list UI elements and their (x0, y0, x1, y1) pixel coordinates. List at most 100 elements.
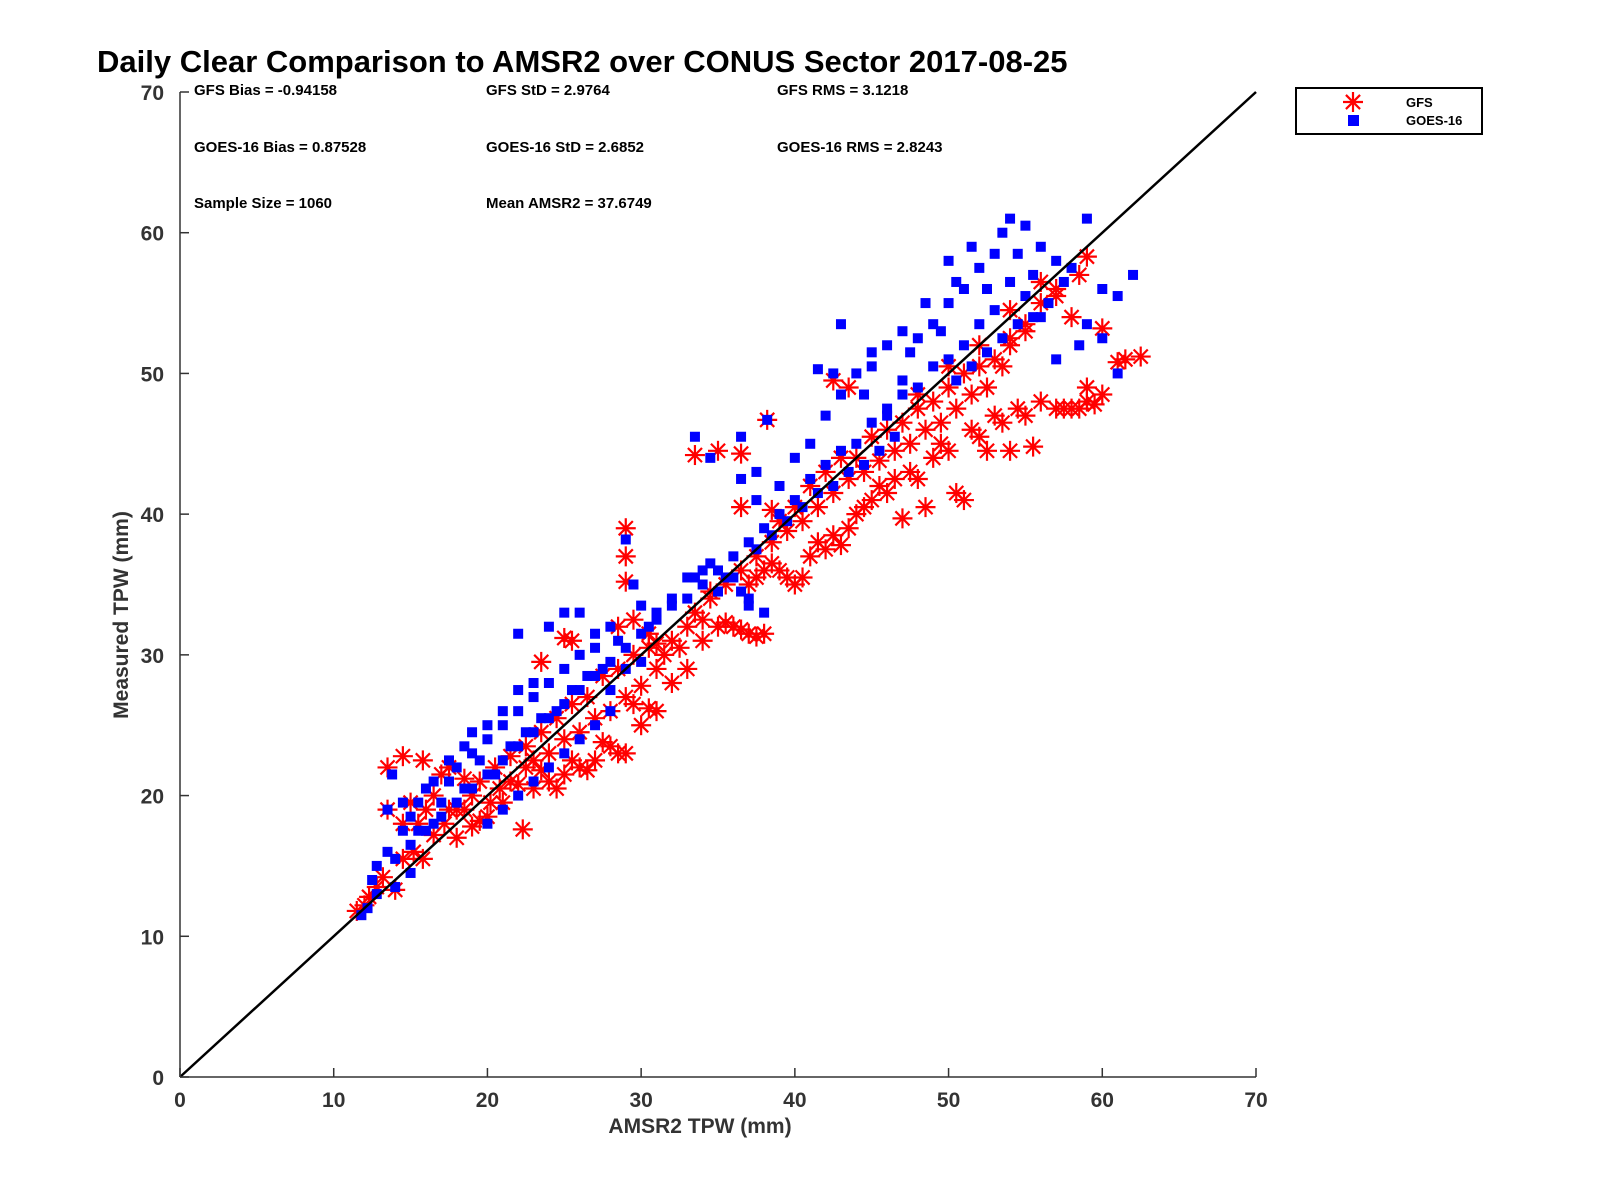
goes16-point (528, 678, 539, 688)
gfs-point (554, 764, 575, 785)
legend-goes-label: GOES-16 (1406, 113, 1462, 128)
goes16-point (928, 319, 939, 330)
gfs-point (512, 819, 533, 840)
gfs-point (1076, 377, 1097, 398)
goes16-point (966, 361, 977, 372)
gfs-bias-text: GFS Bias = -0.94158 (194, 82, 337, 99)
gfs-point (554, 729, 575, 750)
goes16-point (882, 340, 893, 351)
goes16-point (974, 262, 985, 273)
goes16-point (574, 649, 585, 660)
x-tick-label: 0 (174, 1089, 186, 1112)
goes16-point (613, 635, 624, 646)
gfs-point (792, 511, 813, 532)
goes16-point (1058, 276, 1069, 287)
goes16-point (620, 642, 631, 653)
gfs-rms-text: GFS RMS = 3.1218 (777, 82, 908, 99)
goes16-point (997, 333, 1008, 344)
goes16-point (371, 860, 382, 871)
goes16-point (989, 248, 1000, 259)
x-tick-label: 40 (783, 1089, 806, 1112)
goes16-point (943, 255, 954, 266)
goes16-point (513, 628, 524, 639)
gfs-point (677, 616, 698, 637)
goes16-point (543, 678, 554, 688)
goes-std-text: GOES-16 StD = 2.6852 (486, 139, 644, 156)
gfs-point (569, 757, 590, 778)
gfs-point (623, 694, 644, 715)
gfs-point (1076, 246, 1097, 267)
goes16-point (912, 382, 923, 393)
goes16-point (882, 410, 893, 421)
goes16-point (828, 481, 839, 491)
gfs-point (561, 630, 582, 651)
goes16-point (859, 459, 870, 470)
goes16-point (1028, 269, 1039, 280)
gfs-point (631, 715, 652, 736)
goes16-point (428, 776, 439, 787)
goes16-point (689, 431, 700, 442)
gfs-point (907, 468, 928, 489)
goes16-point (559, 748, 570, 759)
goes16-point (505, 741, 516, 752)
goes16-point (736, 586, 747, 597)
goes16-point (1012, 248, 1023, 259)
goes16-point (636, 600, 647, 611)
gfs-point (677, 658, 698, 679)
goes16-point (866, 347, 877, 358)
goes16-point (828, 368, 839, 379)
goes16-point (666, 600, 677, 611)
goes16-point (697, 579, 708, 590)
goes16-point (405, 811, 416, 822)
gfs-point (946, 398, 967, 419)
goes16-point (474, 755, 485, 766)
goes16-point (1035, 241, 1046, 252)
goes16-point (559, 699, 570, 710)
goes16-point (866, 361, 877, 372)
gfs-point (615, 546, 636, 567)
goes16-point (390, 882, 401, 893)
legend-gfs-label: GFS (1406, 95, 1433, 110)
gfs-std-text: GFS StD = 2.9764 (486, 82, 610, 99)
goes16-point (1128, 269, 1139, 280)
goes16-point (820, 459, 831, 470)
x-tick-label: 20 (476, 1089, 499, 1112)
legend: GFS GOES-16 (1295, 87, 1483, 135)
gfs-point (884, 440, 905, 461)
goes16-point (736, 473, 747, 484)
goes16-point (590, 642, 601, 653)
goes16-point (451, 797, 462, 808)
goes16-point (759, 607, 770, 618)
goes16-point (789, 495, 800, 506)
gfs-point (800, 546, 821, 567)
goes16-point (997, 227, 1008, 238)
goes16-point (762, 414, 773, 425)
goes16-point (1005, 276, 1016, 287)
gfs-point (489, 778, 510, 799)
goes16-point (835, 319, 846, 330)
gfs-point (961, 384, 982, 405)
gfs-point (1000, 300, 1021, 321)
gfs-point (623, 609, 644, 630)
goes16-point (774, 481, 785, 491)
goes16-point (651, 607, 662, 618)
gfs-point (654, 644, 675, 665)
goes16-point (543, 762, 554, 773)
gfs-point (538, 771, 559, 792)
goes16-point (536, 713, 547, 724)
goes16-point (805, 438, 816, 449)
goes16-point (689, 572, 700, 583)
legend-box (1295, 87, 1483, 135)
gfs-point (1015, 321, 1036, 342)
goes16-point (574, 685, 585, 696)
goes16-point (590, 720, 601, 731)
goes16-point (1012, 319, 1023, 330)
goes16-point (1043, 298, 1054, 309)
goes16-point (889, 431, 900, 442)
gfs-point (892, 508, 913, 529)
gfs-point (446, 827, 467, 848)
goes16-point (490, 769, 501, 780)
gfs-point (1130, 346, 1151, 367)
goes16-point (482, 769, 493, 780)
gfs-point (531, 651, 552, 672)
